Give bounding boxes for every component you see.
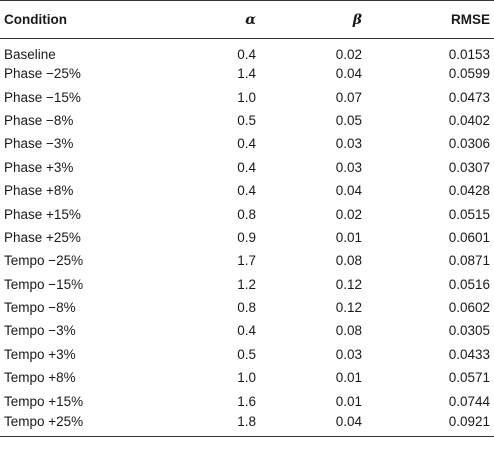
condition-cell: Phase −15% <box>4 89 81 105</box>
rmse-cell: 0.0153 <box>448 47 490 62</box>
rmse-cell: 0.0599 <box>448 66 490 82</box>
rmse-cell: 0.0306 <box>448 136 490 152</box>
rmse-cell: 0.0433 <box>448 346 490 362</box>
condition-cell: Tempo −3% <box>4 323 76 339</box>
condition-cell: Phase +25% <box>4 229 81 245</box>
alpha-cell: 1.0 <box>237 89 256 105</box>
results-table: Condition α β RMSE Baseline 0.4 0.02 0.0153… <box>0 0 494 437</box>
beta-cell: 0.03 <box>335 346 362 362</box>
header-condition: Condition <box>0 0 166 39</box>
alpha-cell: 0.9 <box>237 229 256 245</box>
alpha-cell: 1.0 <box>237 370 256 386</box>
rmse-cell: 0.0305 <box>448 323 490 339</box>
beta-cell: 0.05 <box>335 112 362 128</box>
condition-cell: Phase +15% <box>4 206 81 222</box>
table-row: Tempo +25% 1.8 0.04 0.0921 <box>0 412 494 437</box>
alpha-cell: 1.6 <box>237 393 256 409</box>
beta-cell: 0.04 <box>335 183 362 199</box>
table-row: Tempo −8% 0.8 0.12 0.0602 <box>0 296 494 319</box>
table-row: Baseline 0.4 0.02 0.0153 <box>0 39 494 62</box>
table-row: Tempo −15% 1.2 0.12 0.0516 <box>0 273 494 296</box>
alpha-cell: 0.4 <box>237 47 256 62</box>
alpha-cell: 0.4 <box>237 323 256 339</box>
table-row: Phase +3% 0.4 0.03 0.0307 <box>0 156 494 179</box>
table-row: Tempo +15% 1.6 0.01 0.0744 <box>0 389 494 412</box>
condition-cell: Phase +3% <box>4 159 74 175</box>
beta-cell: 0.01 <box>335 229 362 245</box>
rmse-cell: 0.0871 <box>448 253 490 269</box>
rmse-cell: 0.0307 <box>448 159 490 175</box>
condition-cell: Tempo +15% <box>4 393 84 409</box>
rmse-cell: 0.0602 <box>448 300 490 316</box>
table-row: Phase −15% 1.0 0.07 0.0473 <box>0 85 494 108</box>
beta-cell: 0.01 <box>335 370 362 386</box>
alpha-cell: 0.8 <box>237 206 256 222</box>
beta-cell: 0.08 <box>335 253 362 269</box>
header-alpha: α <box>166 0 272 39</box>
table-row: Tempo +3% 0.5 0.03 0.0433 <box>0 343 494 366</box>
rmse-cell: 0.0428 <box>448 183 490 199</box>
condition-cell: Baseline <box>4 47 56 62</box>
beta-cell: 0.01 <box>335 393 362 409</box>
table-body: Baseline 0.4 0.02 0.0153 Phase −25% 1.4 0.04 0.… <box>0 39 494 437</box>
beta-cell: 0.12 <box>335 300 362 316</box>
alpha-cell: 1.4 <box>237 66 256 82</box>
condition-cell: Phase −3% <box>4 136 74 152</box>
condition-cell: Phase −8% <box>4 112 74 128</box>
rmse-cell: 0.0515 <box>448 206 490 222</box>
header-rmse: RMSE <box>384 0 494 39</box>
beta-cell: 0.02 <box>335 206 362 222</box>
condition-cell: Tempo −8% <box>4 300 76 316</box>
beta-cell: 0.07 <box>335 89 362 105</box>
rmse-cell: 0.0601 <box>448 229 490 245</box>
rmse-cell: 0.0921 <box>384 412 494 437</box>
alpha-cell: 1.7 <box>237 253 256 269</box>
header-row: Condition α β RMSE <box>0 0 494 39</box>
rmse-cell: 0.0473 <box>448 89 490 105</box>
condition-cell: Tempo +3% <box>4 346 76 362</box>
alpha-cell: 0.4 <box>237 136 256 152</box>
rmse-cell: 0.0516 <box>448 276 490 292</box>
alpha-cell: 0.8 <box>237 300 256 316</box>
beta-cell: 0.12 <box>335 276 362 292</box>
table-row: Tempo +8% 1.0 0.01 0.0571 <box>0 366 494 389</box>
beta-cell: 0.04 <box>335 66 362 82</box>
table-row: Phase −8% 0.5 0.05 0.0402 <box>0 109 494 132</box>
condition-cell: Phase +8% <box>4 183 74 199</box>
alpha-cell: 0.5 <box>237 112 256 128</box>
condition-cell: Tempo +25% <box>0 412 166 437</box>
table-row: Phase −25% 1.4 0.04 0.0599 <box>0 62 494 85</box>
table-row: Tempo −3% 0.4 0.08 0.0305 <box>0 319 494 342</box>
header-beta: β <box>272 0 384 39</box>
alpha-cell: 0.4 <box>237 159 256 175</box>
beta-cell: 0.02 <box>335 47 362 62</box>
beta-cell: 0.03 <box>335 159 362 175</box>
rmse-cell: 0.0571 <box>448 370 490 386</box>
table-row: Tempo −25% 1.7 0.08 0.0871 <box>0 249 494 272</box>
rmse-cell: 0.0744 <box>448 393 490 409</box>
condition-cell: Tempo +8% <box>4 370 76 386</box>
alpha-cell: 1.2 <box>237 276 256 292</box>
table-row: Phase +8% 0.4 0.04 0.0428 <box>0 179 494 202</box>
rmse-cell: 0.0402 <box>448 112 490 128</box>
beta-cell: 0.03 <box>335 136 362 152</box>
alpha-cell: 0.4 <box>237 183 256 199</box>
table-header: Condition α β RMSE <box>0 0 494 39</box>
condition-cell: Tempo −25% <box>4 253 84 269</box>
condition-cell: Phase −25% <box>4 66 81 82</box>
table-row: Phase +25% 0.9 0.01 0.0601 <box>0 226 494 249</box>
alpha-cell: 0.5 <box>237 346 256 362</box>
table-row: Phase +15% 0.8 0.02 0.0515 <box>0 202 494 225</box>
beta-cell: 0.04 <box>272 412 384 437</box>
condition-cell: Tempo −15% <box>4 276 84 292</box>
alpha-cell: 1.8 <box>166 412 272 437</box>
beta-cell: 0.08 <box>335 323 362 339</box>
table-row: Phase −3% 0.4 0.03 0.0306 <box>0 132 494 155</box>
